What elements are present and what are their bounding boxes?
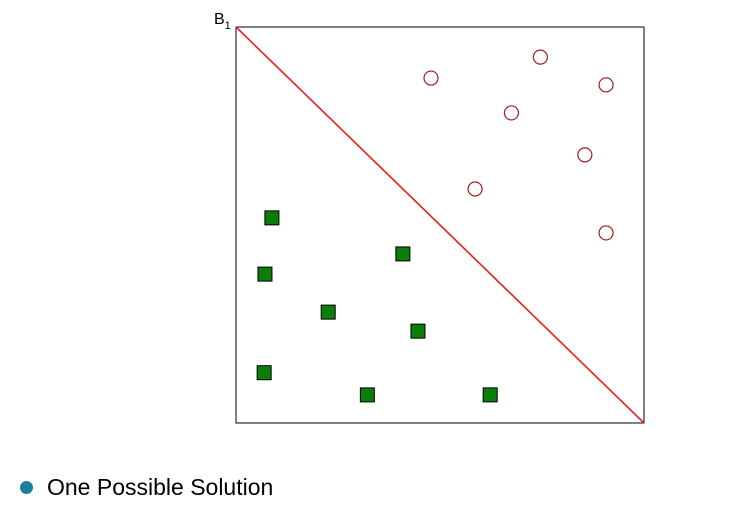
square-point [257,266,273,282]
circle-point [532,49,548,65]
circle-point [598,77,614,93]
bullet-text: One Possible Solution [47,473,274,500]
square-point [395,246,411,262]
circle-point [503,105,519,121]
circle-point [577,147,593,163]
square-point [264,210,280,226]
square-point [482,387,498,403]
square-point [359,387,375,403]
boundary-label: B1 [214,11,231,32]
circle-point [598,225,614,241]
square-point [256,365,272,381]
plot-frame [235,26,645,424]
circle-point [467,181,483,197]
circle-point [423,70,439,86]
boundary-label-subscript: 1 [225,20,231,32]
data-points [256,49,614,403]
square-point [320,304,336,320]
boundary-label-letter: B [214,11,225,28]
bullet-item: One Possible Solution [20,472,273,502]
square-point [410,323,426,339]
decision-boundary-line [235,26,645,424]
bullet-dot-icon [20,480,33,494]
